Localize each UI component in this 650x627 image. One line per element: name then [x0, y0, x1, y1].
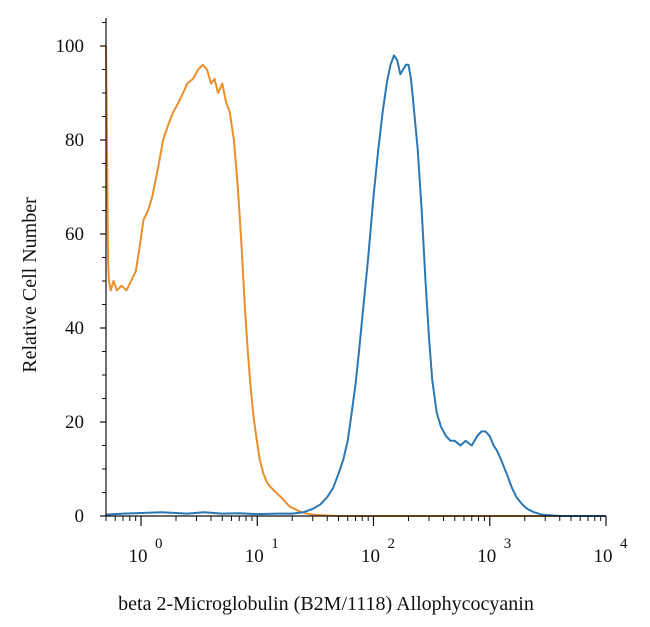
- y-tick-label: 0: [75, 506, 85, 527]
- axes-layer: [105, 18, 606, 517]
- x-tick-exponent: 0: [155, 536, 163, 552]
- x-tick-exponent: 2: [387, 536, 395, 552]
- y-tick-label: 80: [65, 130, 84, 151]
- x-axis-title: beta 2-Microglobulin (B2M/1118) Allophyc…: [118, 593, 534, 615]
- x-tick-label: 10: [361, 546, 380, 567]
- y-tick-label: 60: [65, 224, 84, 245]
- series-layer: [105, 45, 606, 517]
- series-line-1: [105, 45, 606, 517]
- x-tick-exponent: 3: [504, 536, 512, 552]
- x-tick-label: 10: [594, 546, 613, 567]
- y-tick-label: 100: [56, 36, 85, 57]
- x-tick-exponent: 1: [271, 536, 279, 552]
- series-line-2: [105, 54, 606, 517]
- y-axis-title: Relative Cell Number: [19, 197, 41, 373]
- y-tick-label: 40: [65, 318, 84, 339]
- x-tick-exponent: 4: [620, 536, 628, 552]
- x-tick-label: 10: [128, 546, 147, 567]
- x-tick-label: 10: [477, 546, 496, 567]
- x-tick-label: 10: [245, 546, 264, 567]
- y-tick-label: 20: [65, 412, 84, 433]
